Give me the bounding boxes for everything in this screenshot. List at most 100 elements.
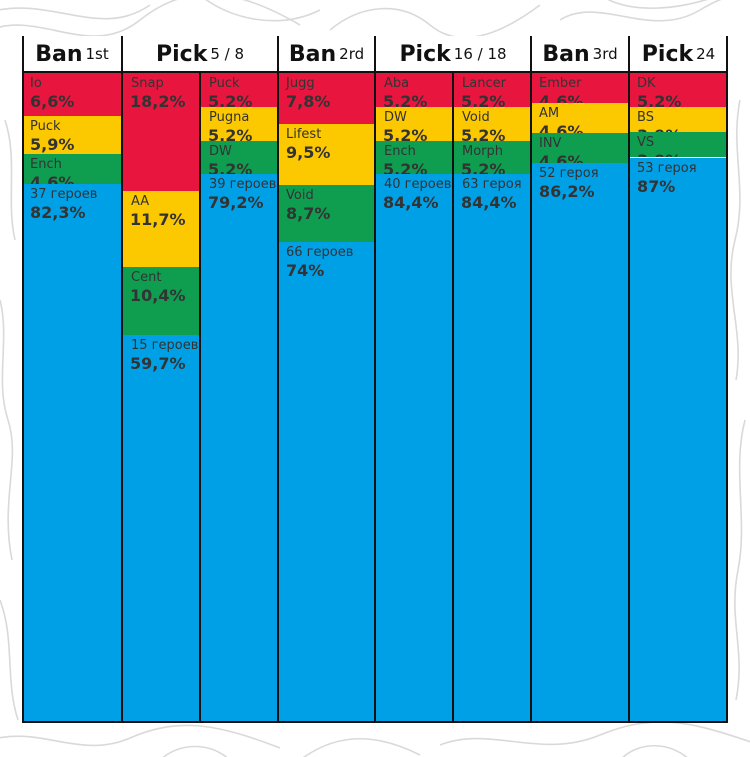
segment-label: AA: [131, 194, 150, 210]
segment-label: 63 героя: [462, 177, 522, 193]
column-header-sub: 5 / 8: [210, 45, 245, 63]
segment-label: DW: [384, 109, 407, 125]
bar-segment: Void 8,7%: [278, 185, 375, 242]
segment-label: 52 героя: [539, 165, 599, 181]
bar-segment: 15 героев 59,7%: [122, 334, 200, 723]
column-divider: [277, 36, 279, 723]
segment-label: 66 героев: [286, 245, 354, 260]
bar-segment: Pugna 5,2%: [200, 106, 278, 141]
segment-value: 5,2%: [637, 92, 682, 107]
bar-segment: Void 5,2%: [453, 106, 531, 141]
segment-label: 15 героев: [131, 337, 199, 353]
bar-segment: DK 5,2%: [629, 73, 728, 107]
segment-label: Lancer: [462, 76, 506, 91]
bar-segment: 39 героев 79,2%: [200, 174, 278, 723]
segment-value: 5,2%: [208, 159, 253, 175]
segment-value: 87%: [637, 176, 676, 196]
segment-value: 82,3%: [30, 203, 86, 223]
bar-segment: Ench 5,2%: [375, 140, 453, 175]
bar-segment: DW 5.2%: [375, 106, 453, 141]
bar-segment: Ench 4,6%: [22, 154, 122, 185]
segment-value: 5,2%: [208, 92, 253, 107]
segment-value: 59,7%: [130, 353, 186, 373]
bar-segment: 52 героя 86,2%: [531, 162, 629, 723]
column-header: Pick 5 / 8: [122, 36, 278, 72]
segment-value: 5,2%: [383, 159, 428, 175]
segment-label: AM: [539, 105, 560, 121]
segment-value: 5.2%: [383, 125, 428, 141]
segment-value: 4,6%: [539, 121, 584, 133]
column-divider: [121, 36, 123, 723]
bar-segment: 37 героев 82,3%: [22, 184, 122, 723]
column-divider: [530, 36, 532, 723]
bar-segment: VS3,9%: [629, 132, 728, 158]
segment-value: 84,4%: [383, 193, 439, 213]
segment-label: Ench: [384, 143, 416, 159]
column-header-sub: 1st: [85, 45, 109, 63]
header-underline: [22, 71, 728, 73]
segment-label: DW: [209, 143, 232, 159]
column-header-title: Ban: [542, 41, 590, 67]
segment-value: 3,9%: [637, 126, 681, 132]
segment-label: 40 героев: [384, 177, 452, 193]
ban-pick-chart: Ban 1st Io 6,6% Puck 5,9% Ench 4,6% 37 героев 82,…: [22, 36, 728, 723]
segment-value: 5,2%: [461, 125, 506, 141]
bar-segment: 53 героя 87%: [629, 157, 728, 723]
segment-value: 5,2%: [461, 159, 506, 175]
segment-label: Void: [462, 109, 490, 125]
segment-value: 79,2%: [208, 193, 264, 213]
segment-value: 18,2%: [130, 92, 186, 111]
column-header-sub: 16 / 18: [453, 45, 507, 63]
segment-label: BS: [637, 109, 654, 125]
column-header: Ban 2rd: [278, 36, 375, 72]
column-header-title: Pick: [155, 41, 208, 67]
bar-segment: 40 героев 84,4%: [375, 174, 453, 723]
column-header: Ban 1st: [22, 36, 122, 72]
segment-value: 8,7%: [286, 204, 331, 224]
bar-segment: Puck 5,9%: [22, 115, 122, 155]
segment-label: Ember: [539, 76, 582, 91]
bar-segment: AA 11,7%: [122, 191, 200, 268]
segment-value: 10,4%: [130, 286, 186, 306]
segment-label: Io: [30, 76, 42, 91]
segment-label: Void: [286, 188, 314, 204]
column-header-title: Ban: [288, 41, 337, 67]
bar-segment: Puck 5,2%: [200, 73, 278, 107]
segment-label: Pugna: [209, 109, 250, 125]
segment-label: 37 героев: [30, 187, 98, 203]
column-divider: [374, 36, 376, 723]
segment-value: 5.2%: [383, 92, 428, 107]
bar-segment: Ember 4,6%: [531, 73, 629, 103]
column-header-sub: 2rd: [339, 45, 365, 63]
segment-label: INV: [539, 135, 562, 151]
segment-value: 4,6%: [539, 151, 584, 163]
segment-value: 5,2%: [461, 92, 506, 107]
column-divider: [628, 36, 630, 723]
bar-segment: Io 6,6%: [22, 73, 122, 116]
bar-segment: Jugg 7,8%: [278, 73, 375, 124]
bar-segment: Cent 10,4%: [122, 267, 200, 335]
column-header-sub: 3rd: [592, 45, 618, 63]
segment-value: 84,4%: [461, 193, 517, 213]
segment-label: Aba: [384, 76, 410, 91]
bar-segment: Lifest 9,5%: [278, 123, 375, 186]
bar-segment: INV 4,6%: [531, 132, 629, 163]
segment-label: Snap: [131, 76, 164, 91]
segment-value: 5,2%: [208, 125, 253, 141]
segment-value: 86,2%: [539, 181, 595, 201]
segment-value: 9,5%: [286, 142, 331, 162]
segment-value: 3,9%: [637, 151, 681, 157]
segment-label: Cent: [131, 270, 162, 286]
column-header: Ban 3rd: [531, 36, 629, 72]
segment-label: Puck: [30, 118, 61, 134]
segment-value: 7,8%: [286, 92, 331, 111]
segment-label: 39 героев: [209, 177, 277, 193]
segment-label: DK: [637, 76, 656, 91]
segment-label: 53 героя: [637, 160, 697, 176]
column-header: Pick 16 / 18: [375, 36, 531, 72]
segment-label: Puck: [209, 76, 240, 91]
column-divider: [452, 73, 454, 723]
column-header: Pick 24: [629, 36, 728, 72]
segment-value: 74%: [286, 261, 325, 280]
bar-segment: DW 5,2%: [200, 140, 278, 175]
